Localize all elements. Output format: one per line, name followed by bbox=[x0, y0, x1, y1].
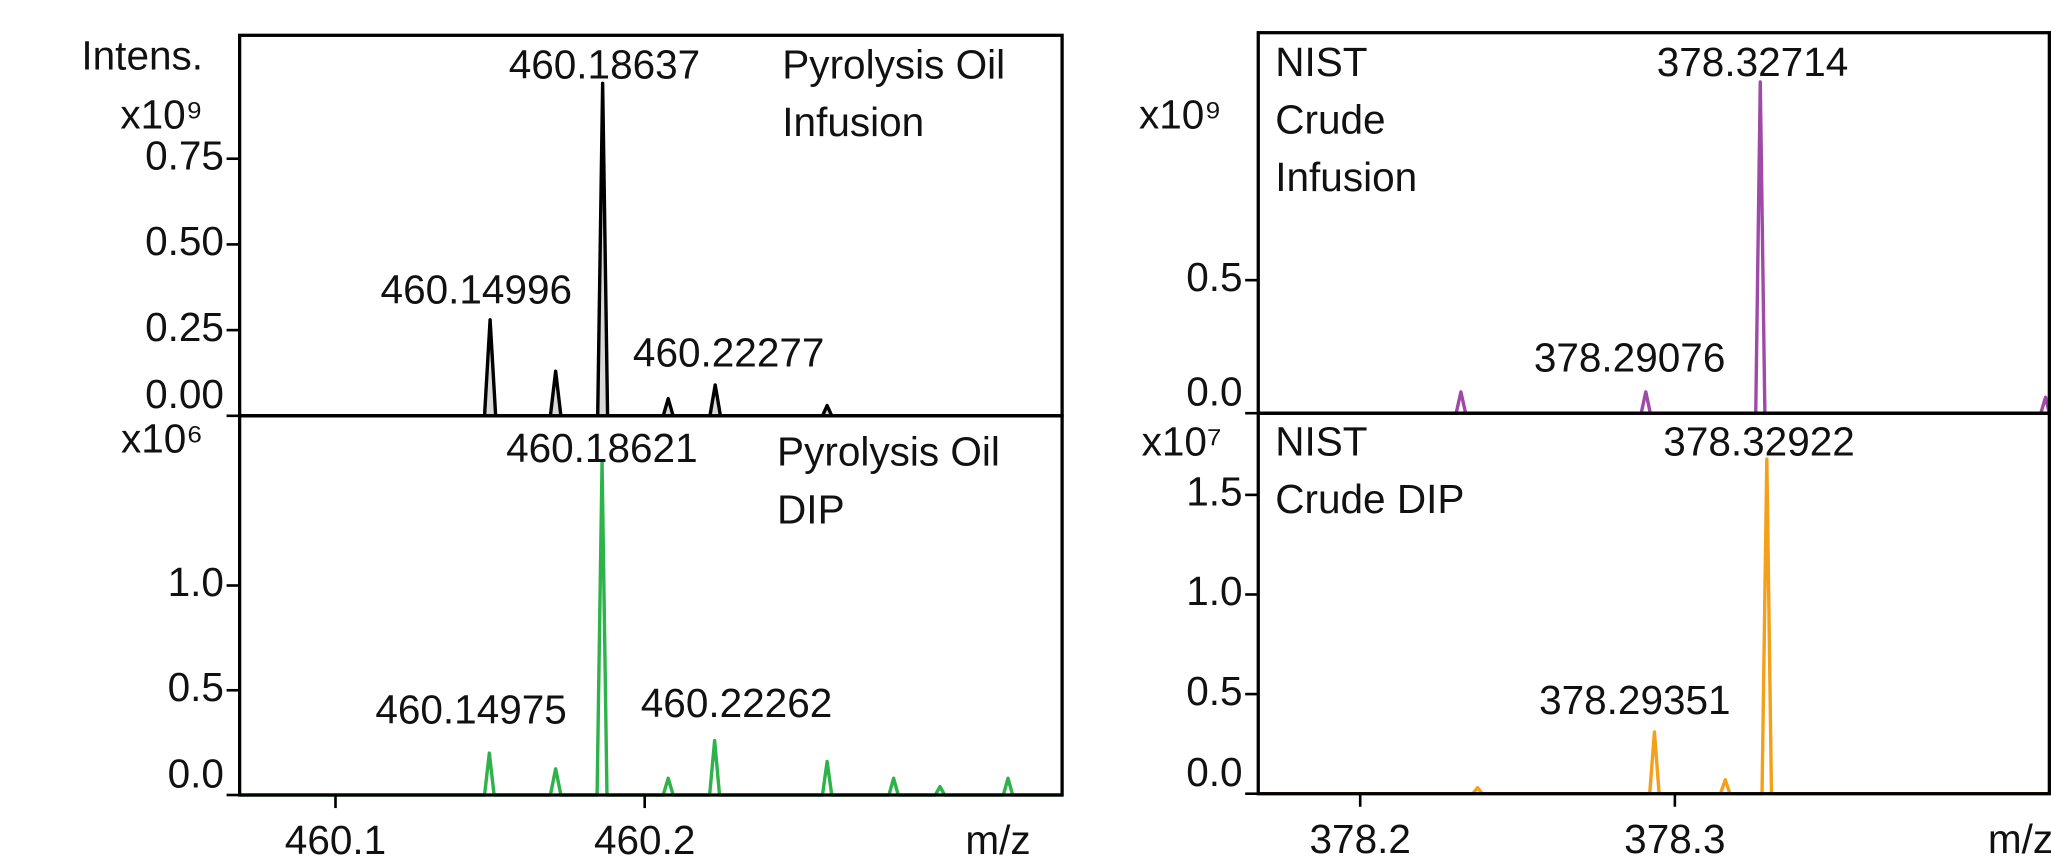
x-axis-label: m/z bbox=[965, 817, 1030, 863]
y-multiplier: x10⁷ bbox=[1142, 418, 1222, 464]
y-tick-label: 1.0 bbox=[1186, 568, 1242, 614]
y-axis-label: Intens. bbox=[81, 33, 203, 79]
panel-label: Pyrolysis Oil bbox=[782, 42, 1005, 88]
peak-label: 378.29351 bbox=[1539, 677, 1731, 723]
x-tick-label: 378.3 bbox=[1624, 816, 1725, 862]
peak-label: 460.18621 bbox=[506, 425, 698, 471]
y-tick-label: 1.0 bbox=[168, 559, 224, 605]
panel-label: DIP bbox=[777, 486, 845, 532]
spectrum-line bbox=[239, 460, 1063, 797]
peak-label: 460.18637 bbox=[509, 42, 701, 88]
y-tick-label: 1.5 bbox=[1186, 469, 1242, 515]
y-tick-label: 0.50 bbox=[145, 218, 224, 264]
x-tick-label: 460.2 bbox=[594, 817, 695, 863]
y-multiplier: x10⁹ bbox=[1139, 91, 1222, 137]
panel-label: Pyrolysis Oil bbox=[777, 429, 1000, 475]
x-axis-label: m/z bbox=[1988, 816, 2051, 862]
peak-label: 460.22277 bbox=[633, 329, 825, 375]
y-tick-label: 0.5 bbox=[168, 664, 224, 710]
panel-label: NIST bbox=[1275, 39, 1367, 85]
y-tick-label: 0.5 bbox=[1186, 254, 1242, 300]
panel-label: Infusion bbox=[1275, 154, 1417, 200]
y-tick-label: 0.75 bbox=[145, 132, 224, 178]
peak-label: 460.22262 bbox=[641, 680, 833, 726]
y-tick-label: 0.0 bbox=[168, 750, 224, 796]
plot-frame bbox=[238, 414, 1064, 797]
panel-label: Crude DIP bbox=[1275, 476, 1464, 522]
y-multiplier: x10⁶ bbox=[121, 416, 203, 462]
peak-label: 378.32922 bbox=[1663, 418, 1855, 464]
y-multiplier: x10⁹ bbox=[120, 91, 203, 137]
peak-label: 460.14975 bbox=[375, 686, 567, 732]
panel-label: NIST bbox=[1275, 418, 1367, 464]
panel-label: Infusion bbox=[782, 99, 924, 145]
y-tick-label: 0.5 bbox=[1186, 668, 1242, 714]
y-tick-label: 0.0 bbox=[1186, 749, 1242, 795]
x-tick-label: 378.2 bbox=[1310, 816, 1411, 862]
x-tick-label: 460.1 bbox=[285, 817, 386, 863]
peak-label: 460.14996 bbox=[381, 267, 573, 313]
panel-label: Crude bbox=[1275, 97, 1385, 143]
y-tick-label: 0.00 bbox=[145, 371, 224, 417]
peak-label: 378.32714 bbox=[1657, 39, 1849, 85]
plot-frame bbox=[1256, 411, 2051, 796]
peak-label: 378.29076 bbox=[1534, 335, 1726, 381]
y-tick-label: 0.0 bbox=[1186, 369, 1242, 415]
y-tick-label: 0.25 bbox=[145, 304, 224, 350]
